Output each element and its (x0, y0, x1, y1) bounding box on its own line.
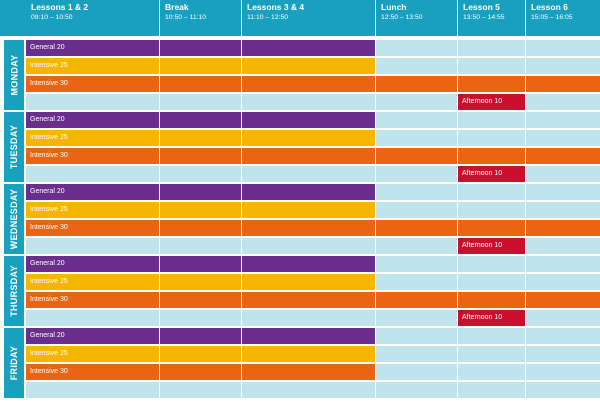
day-name: THURSDAY (9, 265, 20, 317)
column-name: Break (165, 2, 189, 12)
row-divider (26, 92, 600, 94)
column-time: 15:05 – 16:05 (531, 14, 573, 21)
day-name: WEDNESDAY (9, 188, 20, 250)
row-divider (26, 308, 600, 310)
column-name: Lesson 6 (531, 2, 568, 12)
row-divider (26, 218, 600, 220)
row-divider (26, 362, 600, 364)
row-divider (26, 236, 600, 238)
column-divider (457, 0, 458, 398)
course-bar-intensive25: Intensive 25 (26, 58, 376, 74)
column-time: 13:50 – 14:55 (463, 14, 505, 21)
column-divider (241, 0, 242, 398)
column-name: Lesson 5 (463, 2, 500, 12)
row-divider (26, 290, 600, 292)
day-name: TUESDAY (9, 124, 19, 170)
course-bar-intensive25: Intensive 25 (26, 202, 376, 218)
column-header-lessons-3-4: Lessons 3 & 4 11:10 – 12:50 (242, 0, 376, 36)
course-bar-afternoon: Afternoon 10 (458, 166, 526, 182)
column-time: 10:50 – 11:10 (165, 14, 207, 21)
day-label-monday: MONDAY (4, 40, 24, 110)
course-bar-general: General 20 (26, 40, 376, 56)
row-divider (26, 74, 600, 76)
course-bar-intensive30: Intensive 30 (26, 76, 600, 92)
footnote (0, 391, 600, 406)
course-bar-afternoon: Afternoon 10 (458, 94, 526, 110)
column-time: 09:10 – 10:50 (31, 14, 73, 21)
column-name: Lessons 1 & 2 (31, 2, 89, 12)
row-divider (26, 272, 600, 274)
column-divider (375, 0, 376, 398)
course-bar-general: General 20 (26, 112, 376, 128)
course-bar-afternoon: Afternoon 10 (458, 310, 526, 326)
course-bar-afternoon: Afternoon 10 (458, 238, 526, 254)
day-label-friday: FRIDAY (4, 328, 24, 398)
column-divider (159, 0, 160, 398)
course-bar-intensive30: Intensive 30 (26, 364, 376, 380)
header-corner (0, 0, 26, 36)
column-header-lessons-1-2: Lessons 1 & 2 09:10 – 10:50 (26, 0, 160, 36)
course-bar-intensive25: Intensive 25 (26, 274, 376, 290)
course-bar-intensive30: Intensive 30 (26, 148, 600, 164)
row-divider (26, 146, 600, 148)
column-header-break: Break 10:50 – 11:10 (160, 0, 242, 36)
course-bar-general: General 20 (26, 328, 376, 344)
day-name: FRIDAY (9, 345, 20, 381)
course-bar-general: General 20 (26, 184, 376, 200)
day-label-tuesday: TUESDAY (4, 112, 24, 182)
course-bar-intensive30: Intensive 30 (26, 292, 600, 308)
row-divider (26, 200, 600, 202)
course-bar-intensive25: Intensive 25 (26, 346, 376, 362)
row-divider (26, 56, 600, 58)
row-divider (26, 128, 600, 130)
day-name: MONDAY (9, 54, 20, 96)
column-divider (525, 0, 526, 398)
column-header-lunch: Lunch 12:50 – 13:50 (376, 0, 458, 36)
column-header-lesson-6: Lesson 6 15:05 – 16:05 (526, 0, 600, 36)
course-bar-intensive30: Intensive 30 (26, 220, 600, 236)
column-name: Lessons 3 & 4 (247, 2, 305, 12)
row-divider (26, 164, 600, 166)
column-time: 12:50 – 13:50 (381, 14, 423, 21)
row-divider (26, 380, 600, 382)
column-time: 11:10 – 12:50 (247, 14, 289, 21)
column-header-lesson-5: Lesson 5 13:50 – 14:55 (458, 0, 526, 36)
day-label-thursday: THURSDAY (4, 256, 24, 326)
row-divider (26, 344, 600, 346)
day-label-wednesday: WEDNESDAY (4, 184, 24, 254)
course-bar-intensive25: Intensive 25 (26, 130, 376, 146)
column-name: Lunch (381, 2, 407, 12)
course-bar-general: General 20 (26, 256, 376, 272)
